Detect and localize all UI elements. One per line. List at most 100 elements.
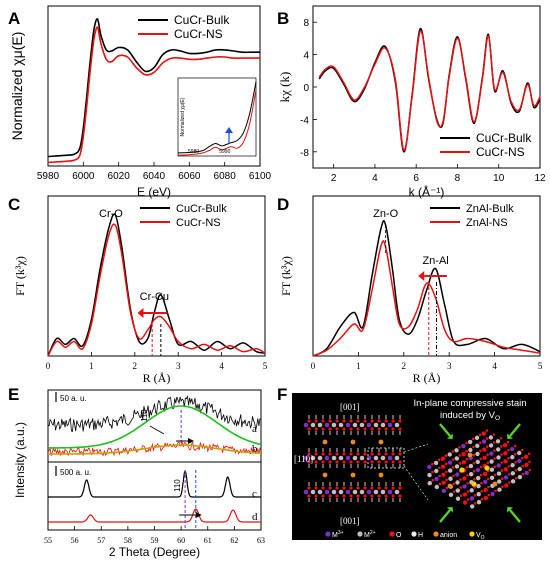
lattice-atom-2-5 xyxy=(524,454,529,459)
atom-o-bottom-1-10 xyxy=(377,460,381,464)
atom-o-top-2-8 xyxy=(363,486,367,490)
atom-o-top-2-1 xyxy=(314,486,318,490)
lattice-o--4--1 xyxy=(444,454,448,458)
plot-frame-e xyxy=(47,389,262,531)
series-line-e-b xyxy=(47,440,262,457)
x-tick-label-b-0: 2 xyxy=(331,173,337,184)
lattice-atom--1-0 xyxy=(468,463,474,469)
lattice-atom--3-1 xyxy=(461,452,466,457)
lattice-o-1-5 xyxy=(520,448,524,452)
atom-o-bottom-0-0 xyxy=(307,427,311,431)
lattice-o--1--4 xyxy=(445,478,449,482)
atom-o-bottom-1-12 xyxy=(391,460,395,464)
lattice-atom-4-0 xyxy=(504,483,509,488)
lattice-o--1-1 xyxy=(479,457,483,461)
lattice-atom--1-4 xyxy=(496,447,501,452)
lattice-atom--1--4 xyxy=(441,480,446,485)
atom-o-top-2-2 xyxy=(321,486,325,490)
atom-o-top-2-7 xyxy=(356,486,360,490)
atom-metal-0-10 xyxy=(373,422,379,428)
y-tick-label-b-4: 8 xyxy=(303,18,309,29)
atom-metal-0-2 xyxy=(317,422,323,428)
lattice-o-0-2 xyxy=(493,457,496,460)
series-line-d-0 xyxy=(312,220,541,357)
lattice-o-0-5 xyxy=(513,444,517,448)
atom-metal-0-1 xyxy=(310,422,316,428)
plot-frame-c xyxy=(47,195,266,357)
legend-dot-f-3 xyxy=(411,531,417,537)
y-tick-label-b-3: 4 xyxy=(303,51,309,62)
lattice-atom--3-5 xyxy=(488,435,494,440)
x-axis-label-e: 2 Theta (Degree) xyxy=(109,545,200,559)
lattice-atom--4-4 xyxy=(474,435,480,440)
lattice-o-1-1 xyxy=(493,465,497,469)
lattice-atom-0-4 xyxy=(503,451,508,456)
peak-label-e-top: 110 xyxy=(140,409,149,422)
atom-o-top-1-11 xyxy=(384,452,388,456)
atom-o-bottom-0-8 xyxy=(363,427,367,431)
legend-dot-f-5 xyxy=(469,531,475,537)
atom-o-top-2-4 xyxy=(335,486,339,490)
lattice-o--4-5 xyxy=(485,429,489,432)
x-tick-label-a-6: 6100 xyxy=(249,171,272,182)
strain-arrow-2 xyxy=(439,509,451,523)
lattice-o--2--5 xyxy=(431,478,435,482)
x-tick-label-c-2: 2 xyxy=(133,361,138,371)
atom-metal-2-9 xyxy=(366,489,372,495)
x-tick-label-d-3: 3 xyxy=(447,361,452,371)
atom-o-top-0-11 xyxy=(384,419,388,423)
atom-o-bottom-0-1 xyxy=(314,427,318,431)
strain-arrow-1 xyxy=(509,423,521,437)
atom-o-top-1-9 xyxy=(370,452,374,456)
atom-o-top-2-13 xyxy=(398,486,402,490)
x-tick-label-b-2: 6 xyxy=(413,173,419,184)
legend-label-f-3: H xyxy=(418,532,423,539)
lattice-atom--4--3 xyxy=(427,464,432,470)
series-line-b-1 xyxy=(318,30,541,151)
lattice-atom-4-1 xyxy=(510,479,516,484)
x-tick-label-d-0: 0 xyxy=(311,361,316,371)
lattice-o-0--4 xyxy=(452,482,456,486)
lattice-atom-1-3 xyxy=(503,459,508,464)
legend-sup-f-1: 2+ xyxy=(370,530,376,536)
lattice-atom-0--3 xyxy=(455,480,460,485)
lattice-o-3--2 xyxy=(487,485,490,489)
atom-o-bottom-2-7 xyxy=(356,494,360,498)
lattice-o--3-1 xyxy=(465,449,468,453)
atom-o-top-1-4 xyxy=(335,452,339,456)
lattice-atom-2--5 xyxy=(455,496,461,501)
atom-o-top-2-11 xyxy=(384,486,388,490)
atom-o-top-0-0 xyxy=(307,419,311,423)
strain-arrow-head-1 xyxy=(506,433,514,440)
lattice-o--1--1 xyxy=(465,466,469,469)
lattice-o--2--1 xyxy=(458,462,462,465)
legend-sup-f-0: 3+ xyxy=(338,530,344,536)
x-tick-label-a-5: 6080 xyxy=(214,171,237,182)
atom-o-bottom-2-10 xyxy=(377,494,381,498)
inset-x-tick-label-a-1: 5990 xyxy=(219,149,230,155)
series-line-a-0 xyxy=(47,18,260,158)
atom-o-bottom-2-12 xyxy=(391,494,395,498)
lattice-atom--1--5 xyxy=(434,484,439,490)
lattice-atom-1-1 xyxy=(489,467,495,472)
lattice-o-1--3 xyxy=(466,482,469,485)
x-tick-label-e-5: 60 xyxy=(177,536,185,545)
lattice-atom--1--2 xyxy=(455,472,460,477)
atom-metal-0-8 xyxy=(359,422,365,428)
atom-metal-2-10 xyxy=(373,489,379,495)
lattice-o-4-2 xyxy=(521,472,525,476)
atom-metal-1-2 xyxy=(317,455,323,461)
atom-o-bottom-1-4 xyxy=(335,460,339,464)
atom-o-top-0-8 xyxy=(363,419,367,423)
lattice-atom-2-1 xyxy=(496,471,502,476)
atom-o-top-0-1 xyxy=(314,419,318,423)
atom-metal-1-0 xyxy=(303,455,309,461)
atom-metal-2-11 xyxy=(380,489,386,495)
atom-o-bottom-0-5 xyxy=(342,427,346,431)
chart-c: 0 1 2 3 4 5 CuCr-Bulk CuCr-NS FT (k³χ) R (Å) Cr-O C… xyxy=(13,195,268,385)
atom-metal-2-0 xyxy=(303,489,309,495)
atom-o-bottom-2-8 xyxy=(363,494,367,498)
lattice-atom-2--4 xyxy=(462,492,468,497)
y-axis-label-e: Intensity (a.u.) xyxy=(13,422,27,498)
lattice-atom--2-4 xyxy=(488,443,494,448)
